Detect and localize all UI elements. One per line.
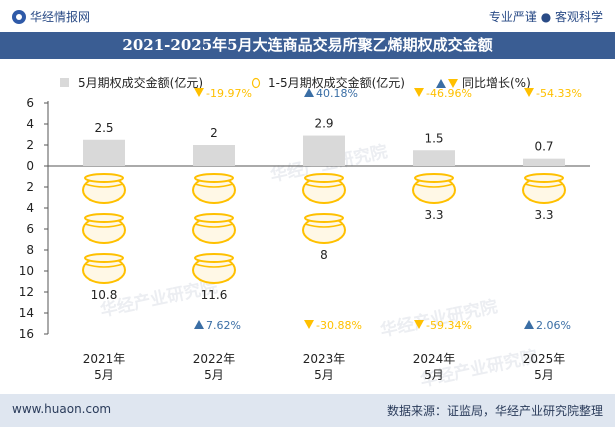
monthly-value-label: 2.5 [94, 121, 113, 135]
y-tick-label: 2 [26, 138, 34, 152]
top-bar: 华经情报网 专业严谨 ● 客观科学 [0, 0, 615, 32]
yoy-down-icon [194, 88, 204, 97]
yoy-cumulative-label: 7.62% [206, 319, 241, 332]
cumulative-pot-icon [82, 213, 126, 244]
yoy-monthly-label: -19.97% [206, 87, 252, 100]
category-label-month: 5月 [534, 368, 554, 382]
legend-up-triangle-icon [436, 79, 446, 88]
legend-label-monthly: 5月期权成交金额(亿元) [78, 75, 203, 90]
monthly-bar [413, 150, 455, 166]
chart-marks: 2.5 10.8 2 11.6 -19.97% 7.62% 2.9 8 40.18% -30.88… [82, 87, 582, 332]
monthly-bar [303, 135, 345, 166]
brand-name: 华经情报网 [30, 10, 91, 24]
cumulative-pot-icon [82, 253, 126, 284]
cumulative-pot-icon [302, 173, 346, 204]
y-tick-label: 14 [19, 306, 34, 320]
yoy-up-icon [304, 88, 314, 97]
category-label-year: 2024年 [413, 352, 456, 366]
cumulative-value-label: 3.3 [534, 208, 553, 222]
footer: www.huaon.com 数据来源：证监局，华经产业研究院整理 [0, 394, 615, 427]
monthly-bar [193, 145, 235, 166]
chart-title: 2021-2025年5月大连商品交易所聚乙烯期权成交金额 [0, 32, 615, 59]
legend-swatch-cumulative [251, 77, 261, 89]
legend: 5月期权成交金额(亿元) 1-5月期权成交金额(亿元) 同比增长(%) [60, 75, 531, 90]
cumulative-pot-icon [412, 173, 456, 204]
yoy-cumulative-label: 2.06% [536, 319, 571, 332]
website-link[interactable]: www.huaon.com [12, 402, 112, 416]
slogan: 专业严谨 ● 客观科学 [488, 10, 603, 24]
cumulative-pot-icon [192, 173, 236, 204]
yoy-monthly-label: -46.96% [426, 87, 472, 100]
yoy-cumulative-label: -30.88% [316, 319, 362, 332]
yoy-monthly-label: -54.33% [536, 87, 582, 100]
category-label-month: 5月 [424, 368, 444, 382]
monthly-value-label: 0.7 [534, 140, 553, 154]
yoy-up-icon [524, 320, 534, 329]
yoy-monthly-label: 40.18% [316, 87, 358, 100]
cumulative-value-label: 11.6 [201, 288, 228, 302]
monthly-bar [83, 139, 125, 166]
yoy-down-icon [414, 320, 424, 329]
y-tick-label: 4 [26, 201, 34, 215]
y-tick-label: 4 [26, 117, 34, 131]
data-source: 数据来源：证监局，华经产业研究院整理 [386, 404, 603, 418]
y-tick-label: 6 [26, 222, 34, 236]
yoy-up-icon [194, 320, 204, 329]
monthly-bar [523, 158, 565, 166]
chart: 华经产业研究院华经产业研究院华经产业研究院华经产业研究院 5月期权成交金额(亿元… [19, 75, 590, 391]
monthly-value-label: 2 [210, 126, 218, 140]
category-label-month: 5月 [314, 368, 334, 382]
y-tick-label: 12 [19, 285, 34, 299]
y-tick-label: 16 [19, 327, 34, 341]
cumulative-value-label: 8 [320, 248, 328, 262]
cumulative-pot-icon [82, 173, 126, 204]
category-label-year: 2023年 [303, 352, 346, 366]
cumulative-value-label: 3.3 [424, 208, 443, 222]
brand[interactable]: 华经情报网 [12, 8, 90, 25]
yoy-cumulative-label: -59.34% [426, 319, 472, 332]
y-tick-label: 10 [19, 264, 34, 278]
category-label-year: 2022年 [193, 352, 236, 366]
yoy-down-icon [414, 88, 424, 97]
category-label-year: 2021年 [83, 352, 126, 366]
y-tick-label: 2 [26, 180, 34, 194]
brand-logo-icon [12, 9, 26, 24]
y-tick-label: 0 [26, 159, 34, 173]
legend-label-yoy: 同比增长(%) [462, 76, 531, 90]
legend-swatch-monthly [60, 78, 69, 87]
legend-label-cumulative: 1-5月期权成交金额(亿元) [268, 75, 405, 90]
cumulative-pot-icon [192, 213, 236, 244]
category-label-month: 5月 [204, 368, 224, 382]
y-axis: 0 2 4 6 2 4 6 8 10 12 14 16 [19, 96, 590, 341]
monthly-value-label: 2.9 [314, 117, 333, 131]
category-label-year: 2025年 [523, 352, 566, 366]
cumulative-pot-icon [522, 173, 566, 204]
y-tick-label: 8 [26, 243, 34, 257]
cumulative-pot-icon [302, 213, 346, 244]
cumulative-pot-icon [192, 253, 236, 284]
legend-down-triangle-icon [448, 79, 458, 88]
cumulative-value-label: 10.8 [91, 288, 118, 302]
yoy-down-icon [304, 320, 314, 329]
x-axis: 2021年 5月 2022年 5月 2023年 5月 2024年 5月 2025年 5月 [83, 352, 566, 382]
category-label-month: 5月 [94, 368, 114, 382]
yoy-down-icon [524, 88, 534, 97]
y-tick-label: 6 [26, 96, 34, 110]
monthly-value-label: 1.5 [424, 131, 443, 145]
